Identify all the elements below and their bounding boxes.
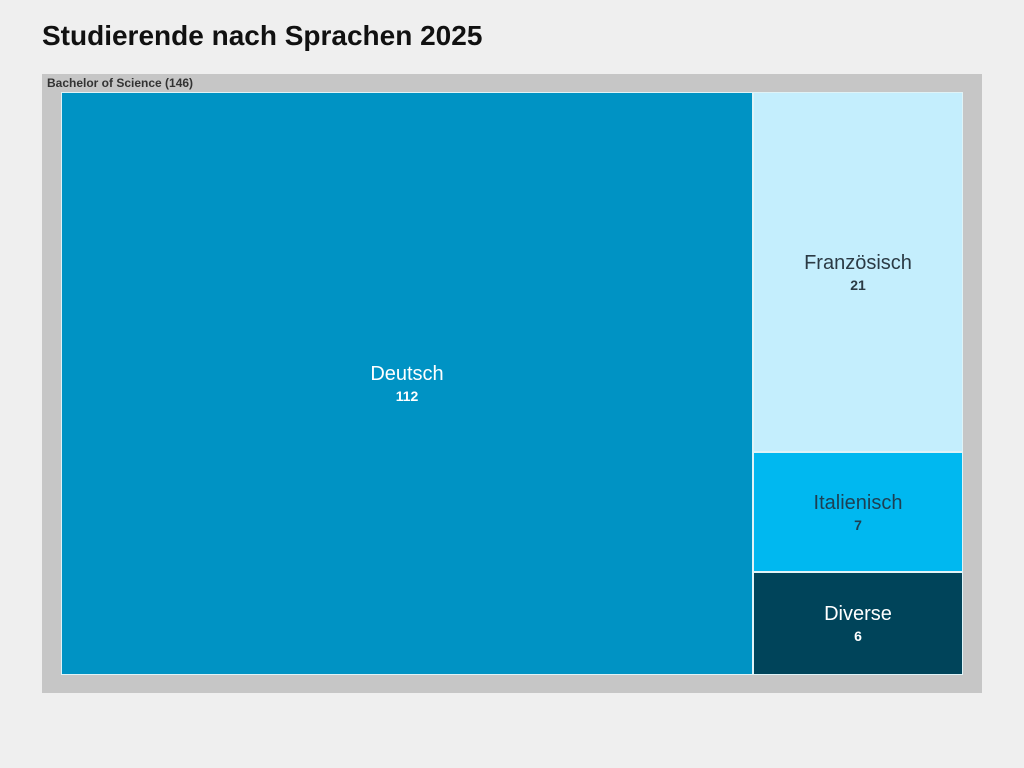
- treemap-cell-franzsisch[interactable]: Französisch 21: [753, 92, 963, 452]
- treemap-cell-italienisch[interactable]: Italienisch 7: [753, 452, 963, 572]
- cell-value: 6: [854, 628, 862, 644]
- cell-value: 21: [850, 276, 866, 293]
- cell-value: 112: [395, 388, 419, 404]
- cell-label: Französisch: [804, 251, 912, 274]
- cell-value: 7: [854, 516, 862, 533]
- cell-label: Deutsch: [370, 363, 444, 385]
- treemap-group-bachelor-of-science[interactable]: Bachelor of Science (146) Deutsch 112 Fran…: [42, 74, 982, 693]
- treemap-cell-diverse[interactable]: Diverse 6: [753, 572, 963, 675]
- chart-title: Studierende nach Sprachen 2025: [42, 20, 483, 51]
- cell-label: Diverse: [824, 603, 892, 625]
- treemap-plot-area: Deutsch 112 Französisch 21 Italienisch 7 Diver…: [61, 92, 963, 675]
- treemap-cell-deutsch[interactable]: Deutsch 112: [61, 92, 753, 675]
- group-label: Bachelor of Science (146): [47, 76, 194, 90]
- cell-label: Italienisch: [813, 491, 903, 514]
